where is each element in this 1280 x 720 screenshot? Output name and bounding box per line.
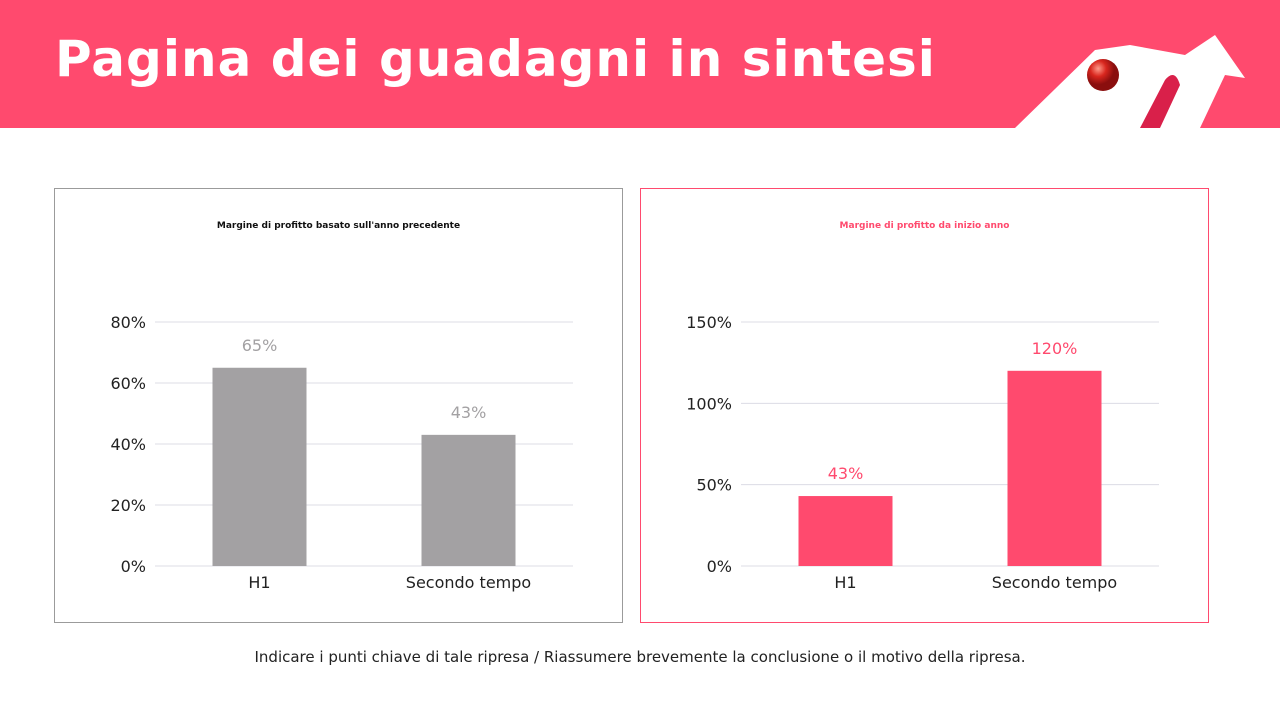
- x-tick-label: H1: [248, 573, 270, 592]
- y-tick-label: 80%: [110, 313, 146, 332]
- y-tick-label: 50%: [696, 476, 732, 495]
- y-tick-label: 60%: [110, 374, 146, 393]
- y-tick-label: 20%: [110, 496, 146, 515]
- chart-title: Margine di profitto basato sull'anno pre…: [216, 221, 461, 231]
- chart-panel-previous-year: Margine di profitto basato sull'anno pre…: [54, 188, 623, 623]
- x-tick-label: H1: [834, 573, 856, 592]
- chart-title: Margine di profitto da inizio anno: [839, 221, 1010, 231]
- y-tick-label: 40%: [110, 435, 146, 454]
- data-label: 43%: [828, 464, 864, 483]
- y-tick-label: 100%: [686, 394, 732, 413]
- bar-chart: 0% 50% 100% 150% 43% H1 120% Secondo tempo: [686, 313, 1159, 592]
- page-title: Pagina dei guadagni in sintesi: [55, 30, 936, 88]
- y-tick-label: 150%: [686, 313, 732, 332]
- header-banner: Pagina dei guadagni in sintesi: [0, 0, 1280, 128]
- chart-panel-year-to-date: Margine di profitto da inizio anno 0% 50%…: [640, 188, 1209, 623]
- y-tick-label: 0%: [121, 557, 146, 576]
- x-tick-label: Secondo tempo: [406, 573, 531, 592]
- footer-note: Indicare i punti chiave di tale ripresa …: [254, 648, 1026, 666]
- data-label: 120%: [1032, 339, 1078, 358]
- data-label: 43%: [451, 403, 487, 422]
- growth-arrow-icon: [1015, 35, 1245, 128]
- bar: [421, 434, 516, 566]
- bar-chart: 0% 20% 40% 60% 80% 65% H1 43% Secondo tempo: [110, 313, 573, 592]
- bar: [212, 367, 307, 566]
- x-tick-label: Secondo tempo: [992, 573, 1117, 592]
- bar: [1007, 370, 1102, 566]
- data-label: 65%: [242, 336, 278, 355]
- bar: [798, 496, 893, 566]
- y-tick-label: 0%: [707, 557, 732, 576]
